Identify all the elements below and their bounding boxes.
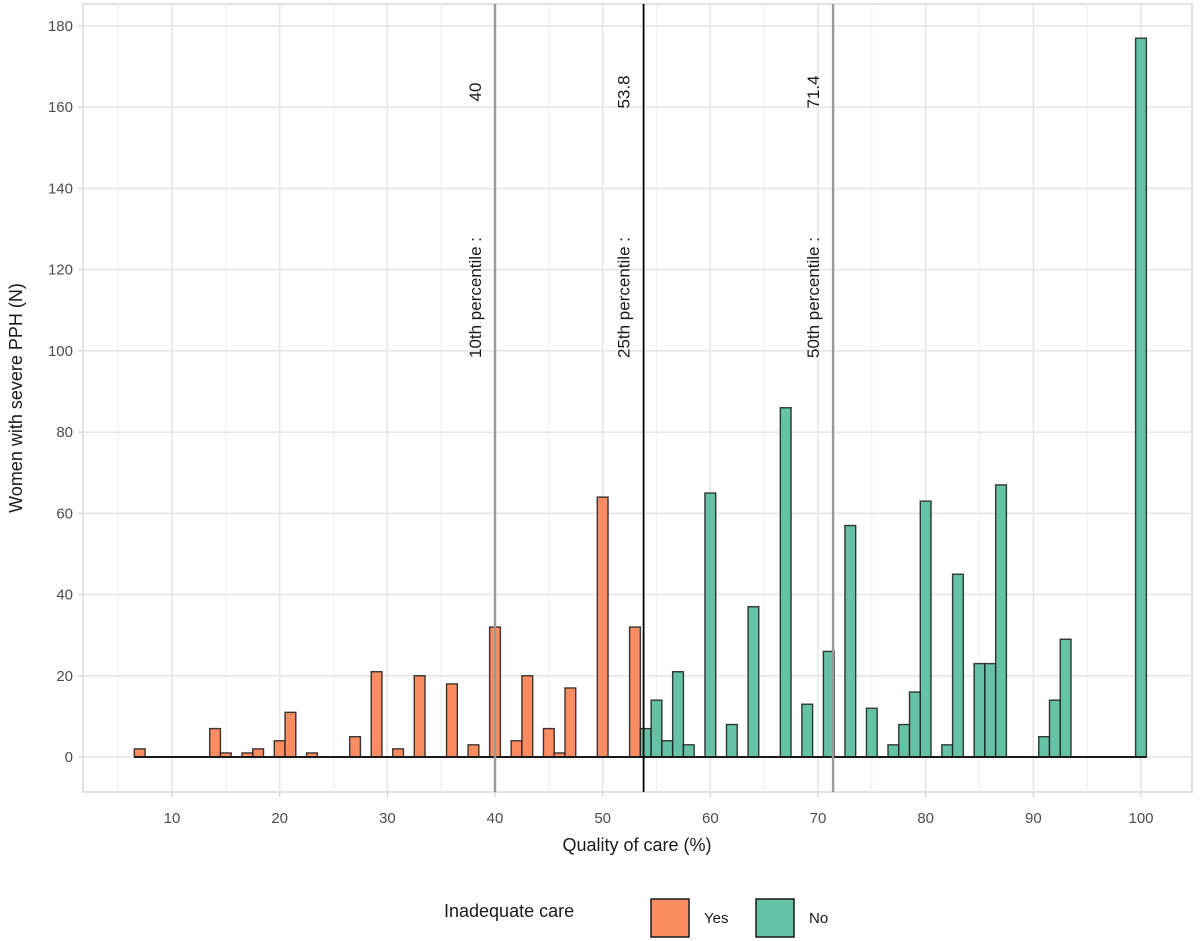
legend-label-yes: Yes (704, 910, 728, 927)
x-tick-label: 10 (164, 810, 181, 827)
bar-yes (133, 748, 146, 758)
y-tick-label: 0 (65, 749, 73, 766)
y-tick-label: 180 (48, 18, 73, 35)
bar-yes (413, 675, 426, 758)
legend: Inadequate care Yes No (444, 898, 828, 938)
x-tick-label: 80 (917, 810, 934, 827)
bar-no (1134, 37, 1148, 758)
bar-no (1038, 735, 1051, 758)
bar-yes (628, 626, 642, 758)
x-tick-label: 40 (487, 810, 504, 827)
bar-no (747, 606, 760, 758)
reference-line-label: 25th percentile : (615, 237, 634, 358)
bar-no (908, 691, 921, 758)
bars (133, 37, 1148, 758)
bar-yes (564, 687, 577, 758)
y-tick-label: 100 (48, 343, 73, 360)
x-tick-label: 30 (379, 810, 396, 827)
bar-yes (252, 748, 265, 758)
bar-yes (596, 496, 609, 758)
x-tick-label: 50 (594, 810, 611, 827)
bar-no (919, 500, 932, 758)
bar-yes (208, 727, 222, 758)
y-axis-title: Women with severe PPH (N) (6, 283, 26, 513)
x-tick-label: 60 (702, 810, 719, 827)
bar-yes (392, 748, 405, 758)
bar-no (801, 703, 814, 758)
y-tick-label: 60 (56, 505, 73, 522)
bar-no (941, 744, 954, 758)
y-tick-label: 80 (56, 424, 73, 441)
reference-line-label: 50th percentile : (804, 237, 823, 358)
bar-yes (510, 740, 523, 758)
reference-lines: 10th percentile : 40 25th percentile : 53.8… (466, 4, 835, 792)
x-tick-label: 20 (271, 810, 288, 827)
bar-yes (542, 727, 555, 758)
bar-yes (284, 711, 297, 758)
bar-no (1048, 699, 1061, 758)
bar-no (844, 524, 857, 758)
bar-yes (273, 740, 286, 758)
bar-no (898, 723, 911, 758)
bar-no (994, 484, 1008, 758)
legend-swatch-no (755, 898, 795, 938)
bar-no (682, 744, 695, 758)
x-tick-label: 90 (1025, 810, 1042, 827)
bar-no (779, 407, 792, 758)
y-tick-label: 40 (56, 587, 73, 604)
bar-no (661, 740, 674, 758)
y-tick-label: 140 (48, 180, 73, 197)
y-tick-label: 20 (56, 668, 73, 685)
x-tick-label: 70 (810, 810, 827, 827)
bar-no (650, 699, 663, 758)
reference-line-value: 71.4 (804, 75, 823, 108)
bar-no (725, 723, 738, 758)
y-tick-label: 160 (48, 99, 73, 116)
reference-line-label: 10th percentile : (466, 237, 485, 358)
y-axis-ticks: 0 20 40 60 80 100 120 140 160 180 (48, 18, 83, 766)
x-axis-ticks: 10 20 30 40 50 60 70 80 90 100 (164, 792, 1154, 827)
reference-line-value: 40 (466, 83, 485, 102)
legend-swatch-yes (650, 898, 690, 938)
bar-no (704, 492, 717, 758)
legend-title: Inadequate care (444, 901, 574, 921)
bar-yes (467, 744, 480, 758)
legend-label-no: No (809, 910, 828, 927)
bar-no (865, 707, 878, 758)
bar-no (951, 573, 965, 758)
bar-yes (445, 683, 459, 758)
x-axis-title: Quality of care (%) (562, 835, 711, 855)
bar-no (887, 744, 900, 758)
bar-no (973, 662, 986, 758)
bar-no (1059, 638, 1072, 758)
reference-line-value: 53.8 (615, 75, 634, 108)
bar-no (671, 671, 685, 758)
bar-yes (348, 735, 362, 758)
bar-no (639, 727, 652, 758)
bar-yes (521, 675, 534, 758)
bar-yes (370, 671, 383, 758)
y-tick-label: 120 (48, 262, 73, 279)
x-tick-label: 100 (1128, 810, 1153, 827)
bar-no (984, 662, 997, 758)
